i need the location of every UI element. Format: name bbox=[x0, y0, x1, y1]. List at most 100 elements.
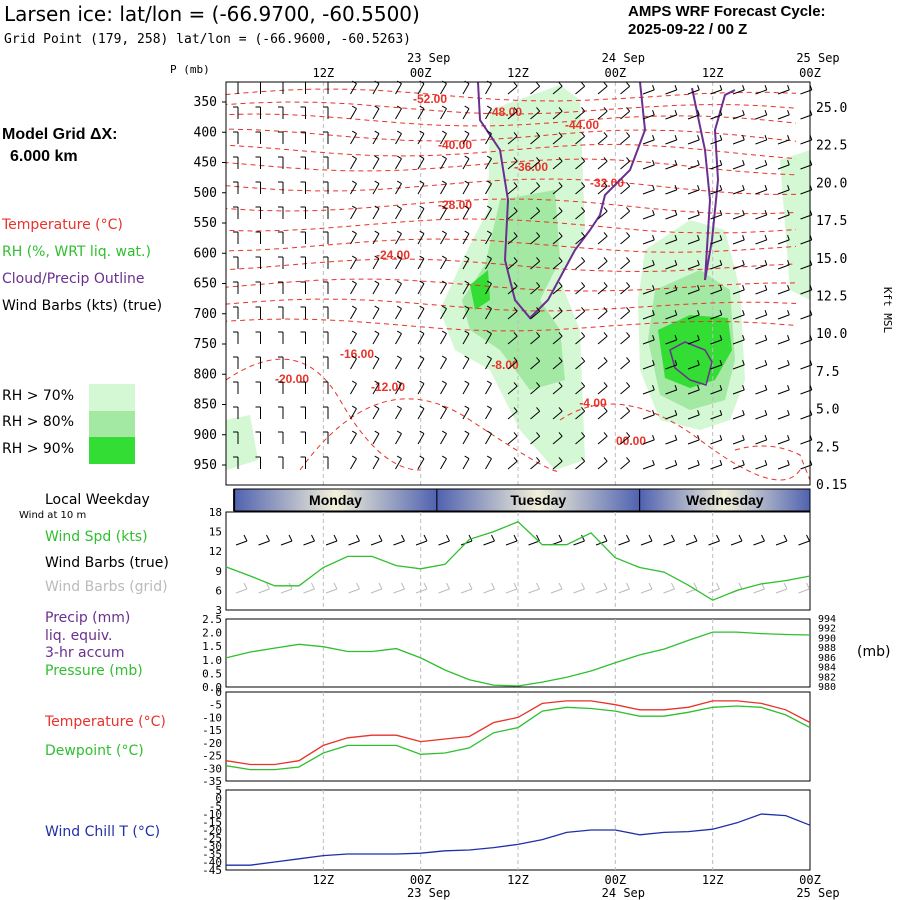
wind-barb bbox=[278, 331, 284, 344]
pressure-tick-label: 550 bbox=[194, 216, 217, 231]
wind-barb-staff bbox=[395, 433, 402, 445]
wind-barb bbox=[755, 185, 768, 195]
cloud-outline bbox=[669, 341, 713, 386]
wind-barb bbox=[597, 457, 608, 470]
wind-barb-staff bbox=[350, 458, 357, 470]
wind-barb-flag bbox=[558, 157, 563, 162]
wind-barb bbox=[300, 156, 306, 169]
wind-chill-frame bbox=[225, 789, 811, 871]
wind-barb bbox=[462, 330, 470, 345]
surface-wind-barb-flag bbox=[648, 534, 653, 542]
wind-barb bbox=[687, 185, 700, 195]
wind-barb bbox=[552, 457, 563, 470]
wind-barb bbox=[417, 130, 425, 145]
wind-barb-flag bbox=[536, 457, 541, 462]
wind-barb-flag bbox=[697, 235, 700, 241]
wind-barb-flag bbox=[603, 207, 608, 212]
top-time-label: 12Z bbox=[507, 66, 529, 80]
grid-wind-barb bbox=[348, 582, 360, 594]
wind-barb bbox=[620, 432, 631, 445]
surface-wind-barb bbox=[663, 534, 675, 546]
wind-barb-flag bbox=[486, 330, 492, 335]
wind-barb bbox=[278, 231, 284, 244]
wind-barb-staff bbox=[530, 110, 541, 120]
wind-barb bbox=[233, 206, 239, 219]
wind-barb-staff bbox=[395, 133, 402, 145]
wind-barb bbox=[620, 182, 631, 195]
surface-wind-barb-flag bbox=[288, 534, 293, 542]
wind-barb-flag bbox=[626, 282, 631, 287]
grid-wind-barb bbox=[595, 582, 608, 594]
grid-wind-barb-flag bbox=[446, 582, 450, 590]
wind-barb-flag bbox=[626, 257, 631, 262]
wind-barb bbox=[552, 257, 563, 270]
grid-wind-barb bbox=[528, 582, 540, 594]
wind-barb bbox=[350, 405, 357, 420]
wind-barb-flag bbox=[652, 85, 655, 91]
wind-barb bbox=[278, 381, 284, 394]
surface-wind-barb-flag bbox=[558, 534, 563, 542]
wind-barb-staff bbox=[485, 83, 492, 95]
wind-barb bbox=[575, 307, 586, 320]
wind-barb-staff bbox=[440, 333, 447, 345]
wind-barb bbox=[687, 285, 700, 295]
wind-barb-flag bbox=[464, 430, 470, 435]
wind-barb-staff bbox=[597, 260, 608, 270]
wind-barb bbox=[777, 410, 790, 420]
wind-barb bbox=[597, 257, 608, 270]
wind-barb-flag bbox=[396, 430, 402, 435]
grid-wind-barb-staff bbox=[595, 588, 608, 594]
wind-barb-staff bbox=[440, 283, 447, 295]
grid-wind-barb-flag bbox=[333, 582, 338, 590]
wind-barb bbox=[732, 85, 745, 95]
wind-barb-staff bbox=[440, 183, 447, 195]
wind-barb bbox=[732, 235, 745, 245]
grid-wind-barb-staff bbox=[798, 588, 810, 594]
isotherm-label: -16.00 bbox=[340, 347, 374, 361]
wind-barb bbox=[417, 355, 425, 370]
grid-wind-barb bbox=[415, 582, 428, 594]
wind-barb-staff bbox=[597, 435, 608, 445]
isotherm-label: -32.00 bbox=[590, 176, 624, 190]
wind-barb bbox=[278, 456, 284, 469]
wind-barb bbox=[777, 360, 790, 370]
wind-barb-flag bbox=[441, 380, 447, 385]
wind-barb-staff bbox=[395, 233, 402, 245]
wind-barb-staff bbox=[530, 460, 541, 470]
wind-barb bbox=[710, 160, 723, 170]
grid-wind-barb-staff bbox=[753, 588, 765, 594]
wind-barb-flag bbox=[441, 205, 447, 210]
wind-barb bbox=[777, 460, 790, 470]
wind-barb bbox=[665, 135, 678, 145]
wind-barb-flag bbox=[558, 382, 563, 387]
wind-barb bbox=[440, 255, 447, 270]
legend-rh90: RH > 90% bbox=[2, 441, 75, 457]
surface-wind-barb-flag bbox=[243, 534, 248, 542]
wind-barb-staff bbox=[777, 339, 790, 345]
wind-barb-flag bbox=[581, 407, 586, 412]
wind-barb-staff bbox=[552, 385, 563, 395]
wind-barb bbox=[620, 207, 631, 220]
wind-barb bbox=[255, 406, 261, 419]
wind-barb bbox=[530, 357, 541, 370]
wind-barb-staff bbox=[575, 435, 586, 445]
temperature-tick-label: -15 bbox=[202, 724, 222, 737]
wind-barb bbox=[350, 230, 357, 245]
wind-barb bbox=[710, 85, 723, 95]
wind-barb-flag bbox=[486, 305, 492, 310]
wind-barb bbox=[462, 380, 470, 395]
wind-barb-staff bbox=[440, 83, 447, 95]
wind-barb-staff bbox=[665, 214, 677, 220]
wind-barb-staff bbox=[710, 339, 722, 345]
wind-barb-staff bbox=[485, 383, 492, 395]
wind-barb bbox=[552, 307, 563, 320]
wind-barb bbox=[417, 455, 425, 470]
wind-barb-staff bbox=[755, 264, 767, 270]
wind-barb-flag bbox=[419, 205, 425, 210]
wind-barb-staff bbox=[350, 233, 357, 245]
grid-wind-barb-staff bbox=[505, 588, 518, 594]
wind-barb-staff bbox=[462, 383, 470, 395]
wind-barb bbox=[300, 181, 306, 194]
wind-barb-staff bbox=[755, 464, 767, 470]
height-tick-label: 5.0 bbox=[816, 403, 839, 418]
